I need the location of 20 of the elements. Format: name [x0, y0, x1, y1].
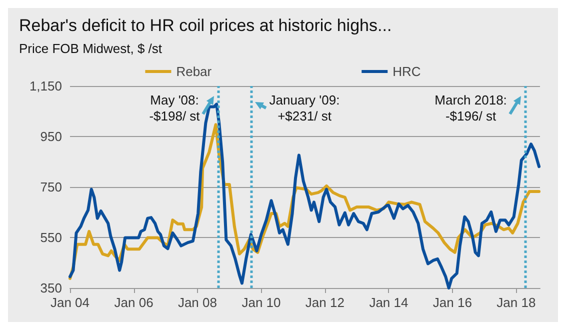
legend-label: Rebar [176, 64, 212, 79]
y-tick-label: 550 [40, 230, 62, 245]
y-tick-label: 950 [40, 129, 62, 144]
x-tick-label: Jan 16 [432, 295, 472, 310]
ref-line-label: May '08: -$198/ st [149, 92, 200, 124]
x-tick-label: Jan 12 [305, 295, 344, 310]
x-tick-label: Jan 10 [242, 295, 281, 310]
x-tick-label: Jan 18 [496, 295, 536, 310]
chart-title: Rebar's deficit to HR coil prices at historic highs... [19, 16, 392, 35]
y-tick-label: 1,150 [29, 78, 62, 94]
ref-line-label: January '09: +$231/ st [269, 92, 340, 124]
chart-subtitle: Price FOB Midwest, $ /st [19, 41, 162, 56]
x-tick-label: Jan 04 [50, 295, 90, 310]
ref-line-label: March 2018: -$196/ st [434, 92, 507, 124]
x-tick-label: Jan 08 [178, 295, 217, 310]
y-tick-label: 750 [40, 180, 62, 194]
x-tick-label: Jan 06 [114, 295, 154, 310]
legend-label: HRC [392, 64, 421, 79]
x-tick-label: Jan 14 [369, 295, 408, 310]
y-tick-label: 350 [40, 280, 62, 296]
